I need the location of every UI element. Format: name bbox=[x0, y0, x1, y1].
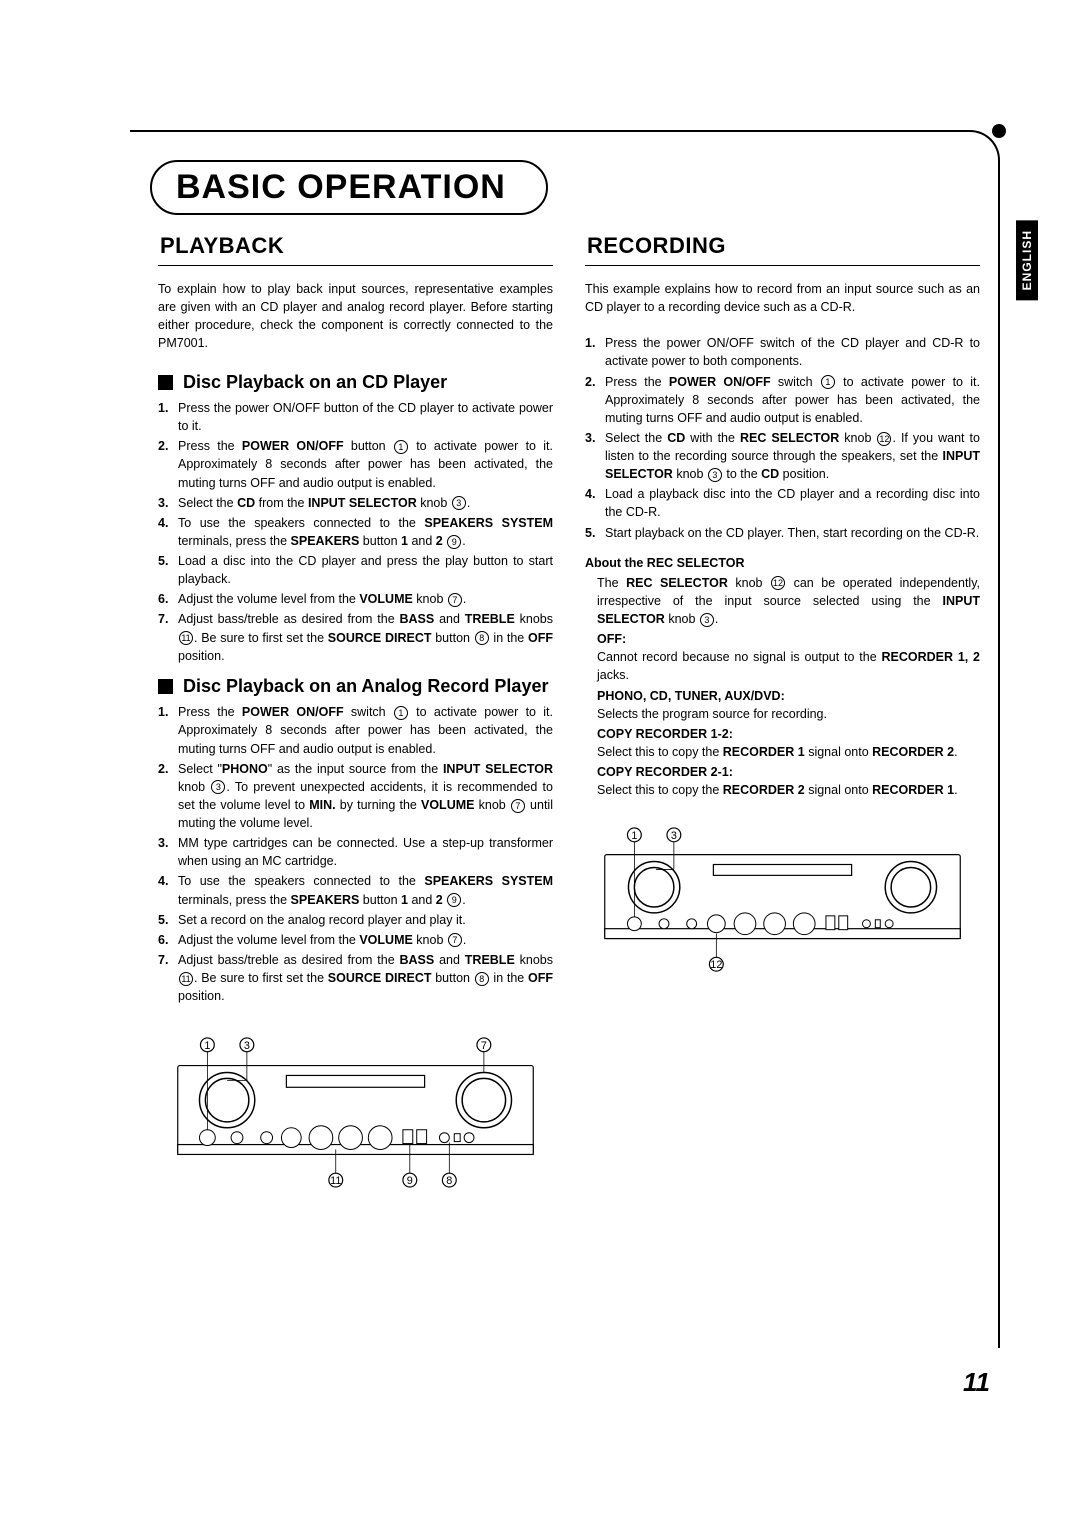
svg-text:8: 8 bbox=[446, 1175, 452, 1187]
rec-item-label: PHONO, CD, TUNER, AUX/DVD: bbox=[597, 687, 980, 705]
cd-subhead: Disc Playback on an CD Player bbox=[158, 371, 553, 394]
step-item: Set a record on the analog record player… bbox=[178, 911, 553, 929]
step-item: Adjust bass/treble as desired from the B… bbox=[178, 610, 553, 664]
step-item: To use the speakers connected to the SPE… bbox=[178, 514, 553, 550]
step-item: Load a playback disc into the CD player … bbox=[605, 485, 980, 521]
step-item: Press the power ON/OFF button of the CD … bbox=[178, 399, 553, 435]
rec-item-desc: Select this to copy the RECORDER 1 signa… bbox=[597, 743, 980, 761]
page-number: 11 bbox=[963, 1367, 990, 1398]
playback-diagram: 1 3 7 11 9 8 bbox=[158, 1031, 553, 1194]
recording-diagram: 1 3 12 bbox=[585, 825, 980, 978]
recording-column: RECORDING This example explains how to r… bbox=[585, 229, 980, 1194]
step-item: MM type cartridges can be connected. Use… bbox=[178, 834, 553, 870]
rec-item-label: COPY RECORDER 2-1: bbox=[597, 763, 980, 781]
title-capsule: BASIC OPERATION bbox=[150, 160, 548, 215]
svg-text:1: 1 bbox=[204, 1040, 210, 1052]
step-item: Adjust bass/treble as desired from the B… bbox=[178, 951, 553, 1005]
rec-selector-intro: The REC SELECTOR knob 12 can be operated… bbox=[597, 574, 980, 628]
svg-text:12: 12 bbox=[710, 959, 722, 971]
rec-item-label: OFF: bbox=[597, 630, 980, 648]
rec-selector-title: About the REC SELECTOR bbox=[585, 554, 980, 572]
svg-text:7: 7 bbox=[481, 1040, 487, 1052]
step-item: Select the CD with the REC SELECTOR knob… bbox=[605, 429, 980, 483]
playback-heading: PLAYBACK bbox=[158, 229, 553, 266]
recording-steps: Press the power ON/OFF switch of the CD … bbox=[585, 334, 980, 541]
rec-item-label: COPY RECORDER 1-2: bbox=[597, 725, 980, 743]
svg-text:3: 3 bbox=[244, 1040, 250, 1052]
recording-intro: This example explains how to record from… bbox=[585, 280, 980, 316]
svg-text:11: 11 bbox=[330, 1175, 341, 1187]
cd-subhead-text: Disc Playback on an CD Player bbox=[183, 371, 447, 394]
analog-subhead: Disc Playback on an Analog Record Player bbox=[158, 675, 553, 698]
main-title: BASIC OPERATION bbox=[176, 168, 506, 207]
playback-intro: To explain how to play back input source… bbox=[158, 280, 553, 353]
rec-item-desc: Selects the program source for recording… bbox=[597, 705, 980, 723]
step-item: Press the POWER ON/OFF switch 1 to activ… bbox=[178, 703, 553, 757]
step-item: Start playback on the CD player. Then, s… bbox=[605, 524, 980, 542]
step-item: Press the POWER ON/OFF button 1 to activ… bbox=[178, 437, 553, 491]
step-item: Load a disc into the CD player and press… bbox=[178, 552, 553, 588]
step-item: Press the POWER ON/OFF switch 1 to activ… bbox=[605, 373, 980, 427]
step-item: Press the power ON/OFF switch of the CD … bbox=[605, 334, 980, 370]
rec-selector-block: About the REC SELECTOR The REC SELECTOR … bbox=[585, 554, 980, 800]
square-bullet-icon bbox=[158, 679, 173, 694]
svg-text:3: 3 bbox=[671, 830, 677, 842]
step-item: Adjust the volume level from the VOLUME … bbox=[178, 931, 553, 949]
svg-text:9: 9 bbox=[407, 1175, 413, 1187]
step-item: Select "PHONO" as the input source from … bbox=[178, 760, 553, 833]
corner-dot bbox=[992, 124, 1006, 138]
cd-steps: Press the power ON/OFF button of the CD … bbox=[158, 399, 553, 665]
analog-steps: Press the POWER ON/OFF switch 1 to activ… bbox=[158, 703, 553, 1005]
recording-heading: RECORDING bbox=[585, 229, 980, 266]
step-item: Select the CD from the INPUT SELECTOR kn… bbox=[178, 494, 553, 512]
rec-item-desc: Cannot record because no signal is outpu… bbox=[597, 648, 980, 684]
rec-selector-items: OFF:Cannot record because no signal is o… bbox=[585, 630, 980, 799]
analog-subhead-text: Disc Playback on an Analog Record Player bbox=[183, 675, 548, 698]
playback-column: PLAYBACK To explain how to play back inp… bbox=[158, 229, 553, 1194]
step-item: To use the speakers connected to the SPE… bbox=[178, 872, 553, 908]
language-tab: ENGLISH bbox=[1016, 220, 1038, 300]
square-bullet-icon bbox=[158, 375, 173, 390]
svg-text:1: 1 bbox=[631, 830, 637, 842]
step-item: Adjust the volume level from the VOLUME … bbox=[178, 590, 553, 608]
rec-item-desc: Select this to copy the RECORDER 2 signa… bbox=[597, 781, 980, 799]
